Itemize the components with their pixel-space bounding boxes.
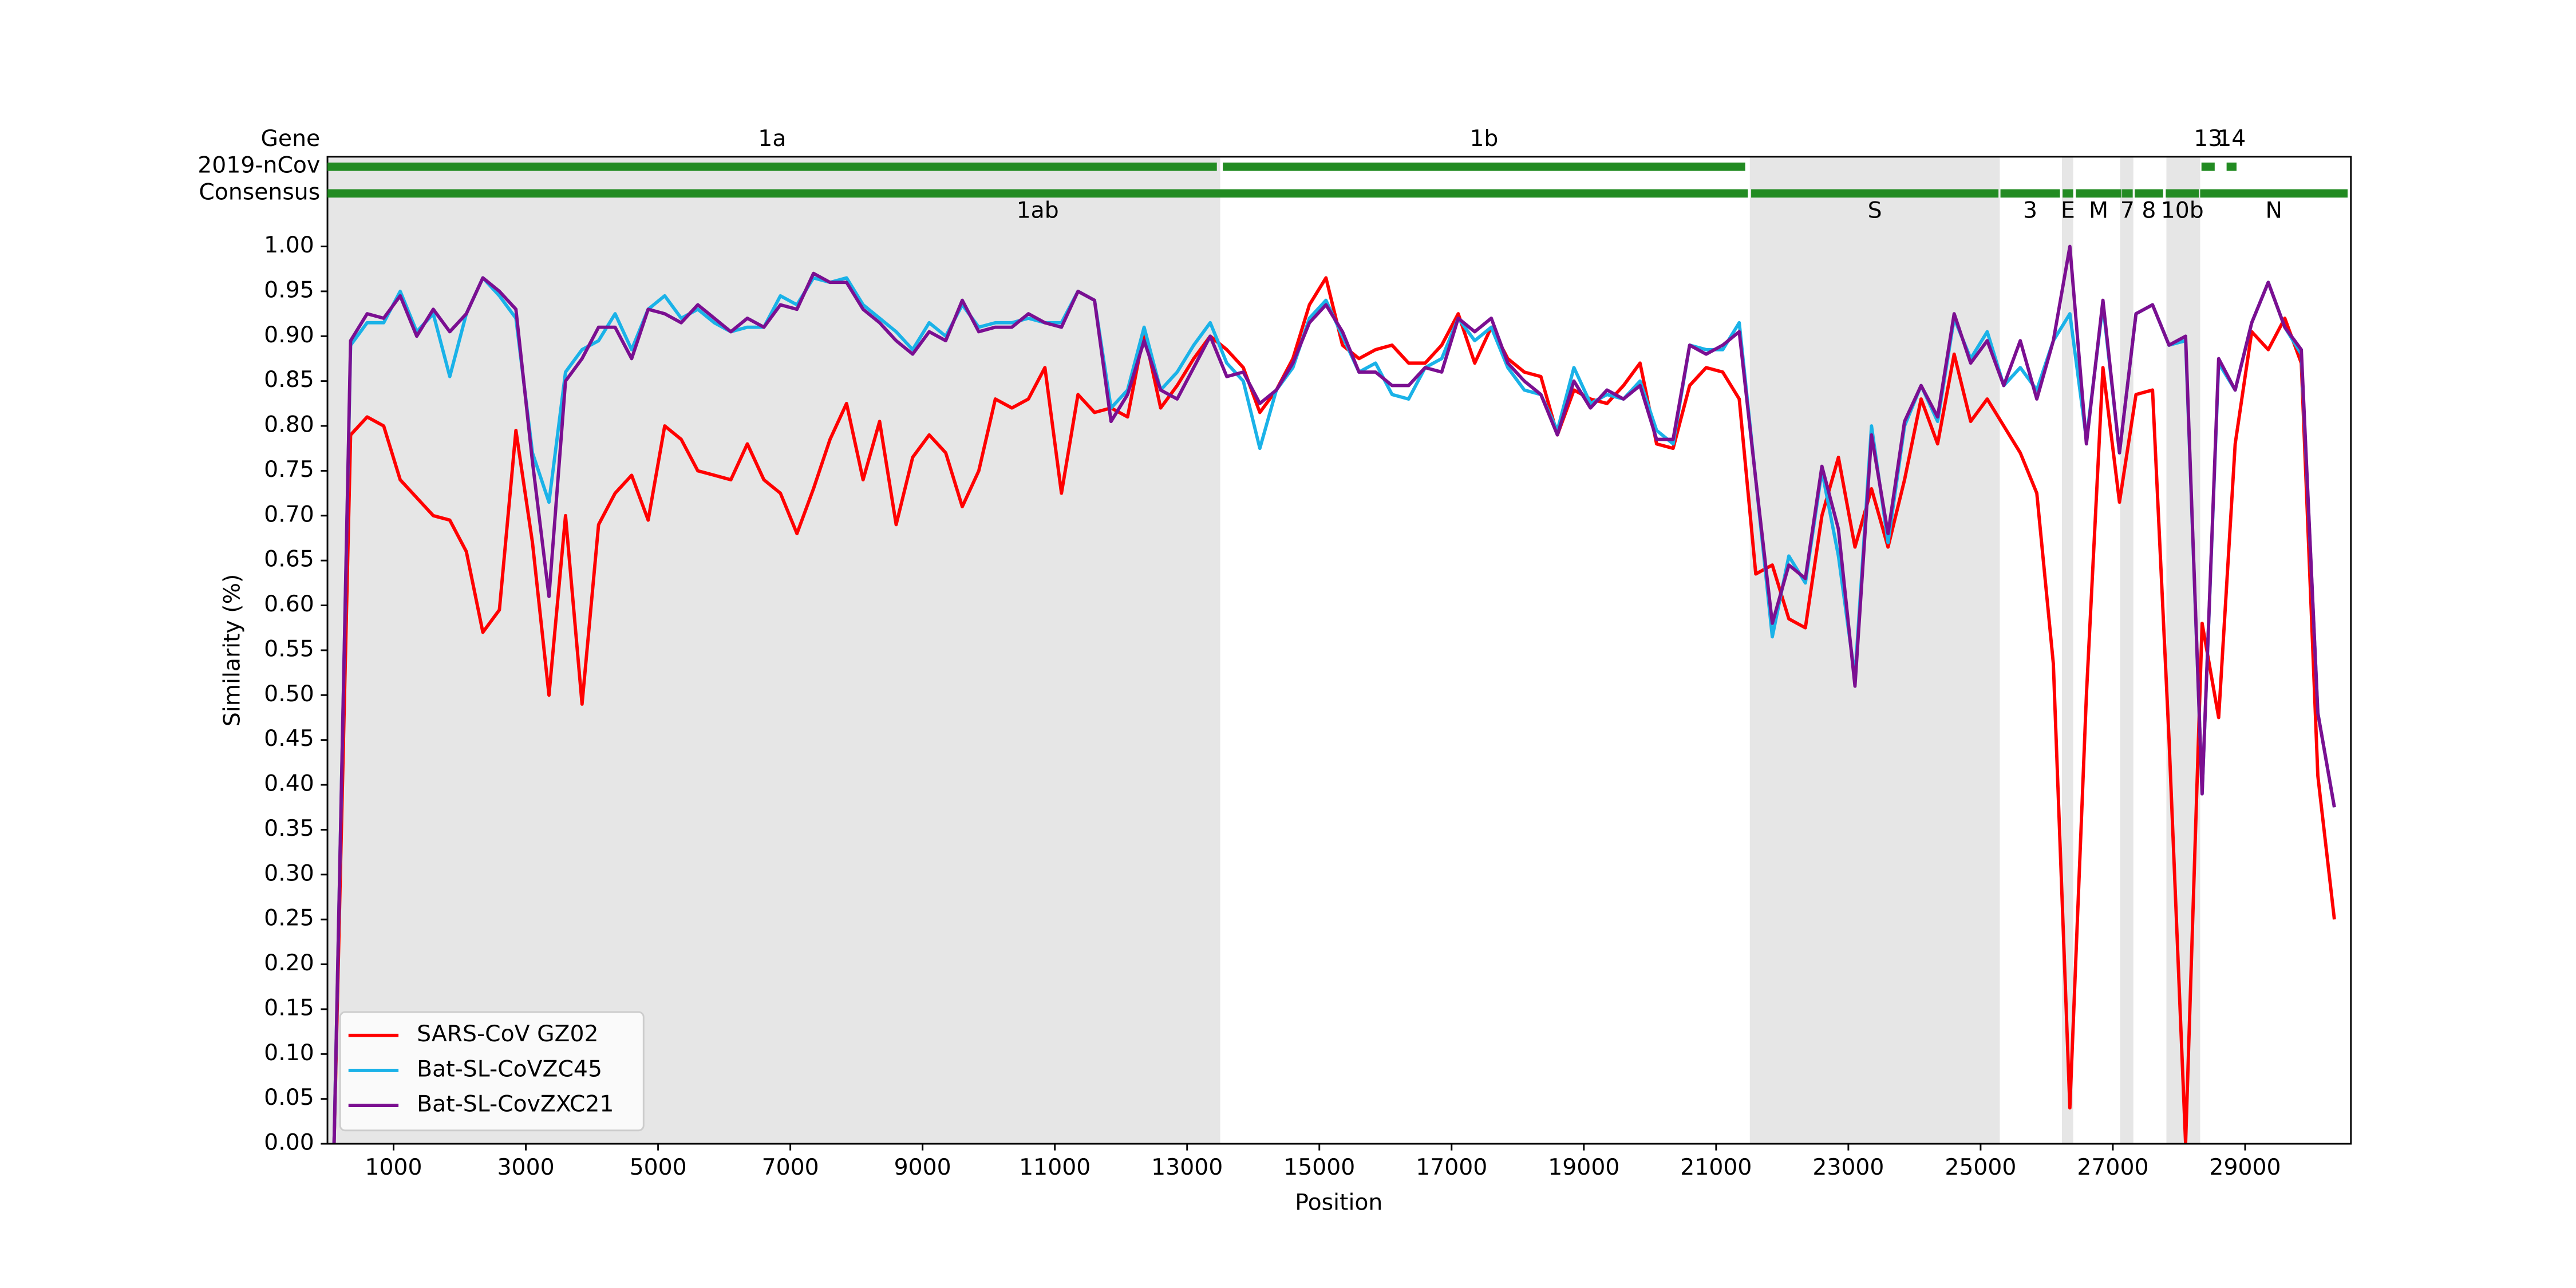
legend-box [339, 1011, 645, 1132]
series-line [332, 276, 2336, 1144]
shaded-region [2120, 156, 2134, 1144]
x-tick-label: 25000 [1945, 1155, 2016, 1180]
gene-label: 1b [1469, 126, 1498, 152]
gene-bar [327, 162, 1217, 171]
gene-label: 7 [2120, 197, 2135, 223]
y-tick-label: 1.00 [264, 232, 314, 258]
x-tick-label: 21000 [1680, 1155, 1752, 1180]
gene-label: M [2089, 197, 2108, 223]
gene-label: 10b [2161, 197, 2204, 223]
x-tick-label: 27000 [2077, 1155, 2148, 1180]
gene-label: S [1868, 197, 1882, 223]
gene-bar [2122, 189, 2133, 198]
y-tick-label: 0.50 [264, 681, 314, 707]
y-tick-label: 0.65 [264, 547, 314, 572]
gene-bar [2201, 162, 2215, 171]
x-tick-label: 29000 [2209, 1155, 2281, 1180]
gene-bar [1223, 162, 1745, 171]
y-tick-label: 0.60 [264, 591, 314, 617]
frame-layer: 1000 3000 5000 7000 9000 11000 13000 15000 17000… [264, 156, 2352, 1180]
y-tick-label: 0.00 [264, 1130, 314, 1156]
gene-bar [2200, 189, 2348, 198]
y-tick-label: 0.40 [264, 771, 314, 797]
x-tick-label: 1000 [365, 1155, 422, 1180]
gene-bar [2166, 189, 2199, 198]
y-tick-label: 0.95 [264, 277, 314, 303]
x-tick-label: 17000 [1416, 1155, 1487, 1180]
gene-bar [1751, 189, 1999, 198]
y-tick-label: 0.20 [264, 950, 314, 976]
y-tick-label: 0.85 [264, 367, 314, 393]
legend-label: Bat-SL-CoVZC45 [417, 1056, 602, 1082]
x-tick-label: 7000 [762, 1155, 819, 1180]
track-label: 2019-nCov [197, 153, 320, 179]
y-tick-label: 0.05 [264, 1085, 314, 1111]
y-tick-label: 0.55 [264, 636, 314, 662]
gene-bar [2063, 189, 2073, 198]
gene-label: 13 [2194, 126, 2222, 152]
y-tick-label: 0.35 [264, 816, 314, 841]
gene-label: N [2266, 197, 2282, 223]
gene-label: E [2061, 197, 2075, 223]
gene-bar [2226, 162, 2237, 171]
shaded-region [1749, 156, 2000, 1144]
track-header: Gene [260, 126, 320, 152]
line-layer [332, 244, 2336, 1144]
x-tick-label: 19000 [1548, 1155, 1619, 1180]
y-tick-label: 0.45 [264, 726, 314, 752]
x-tick-label: 15000 [1283, 1155, 1355, 1180]
y-tick-label: 0.75 [264, 457, 314, 483]
gene-bar [2076, 189, 2121, 198]
y-tick-label: 0.80 [264, 412, 314, 438]
y-tick-label: 0.10 [264, 1040, 314, 1066]
gene-bar [2000, 189, 2060, 198]
x-tick-label: 3000 [497, 1155, 555, 1180]
x-tick-label: 5000 [630, 1155, 687, 1180]
gene-label: 1ab [1017, 197, 1059, 223]
legend-label: SARS-CoV GZ02 [417, 1021, 598, 1047]
y-tick-label: 0.90 [264, 322, 314, 348]
x-tick-label: 11000 [1019, 1155, 1091, 1180]
x-tick-label: 23000 [1812, 1155, 1884, 1180]
track-label: Consensus [199, 179, 320, 205]
gene-label: 1a [758, 126, 786, 152]
gene-label: 8 [2142, 197, 2156, 223]
gene-bar [2135, 189, 2163, 198]
y-tick-label: 0.25 [264, 906, 314, 931]
gene-bar [327, 189, 1748, 198]
y-axis-label: Similarity (%) [219, 574, 245, 726]
y-tick-label: 0.30 [264, 860, 314, 886]
shaded-region [2166, 156, 2200, 1144]
x-tick-label: 13000 [1151, 1155, 1223, 1180]
legend-label: Bat-SL-CovZXC21 [417, 1092, 614, 1117]
y-tick-label: 0.70 [264, 501, 314, 527]
gene-label: 14 [2217, 126, 2246, 152]
y-tick-label: 0.15 [264, 995, 314, 1021]
shaded-region [327, 156, 1220, 1144]
shaded-region [2061, 156, 2073, 1144]
shade-layer [327, 156, 2200, 1144]
x-axis-label: Position [1295, 1190, 1382, 1215]
x-tick-label: 9000 [894, 1155, 951, 1180]
series-line [332, 244, 2336, 1144]
gene-label: 3 [2023, 197, 2037, 223]
